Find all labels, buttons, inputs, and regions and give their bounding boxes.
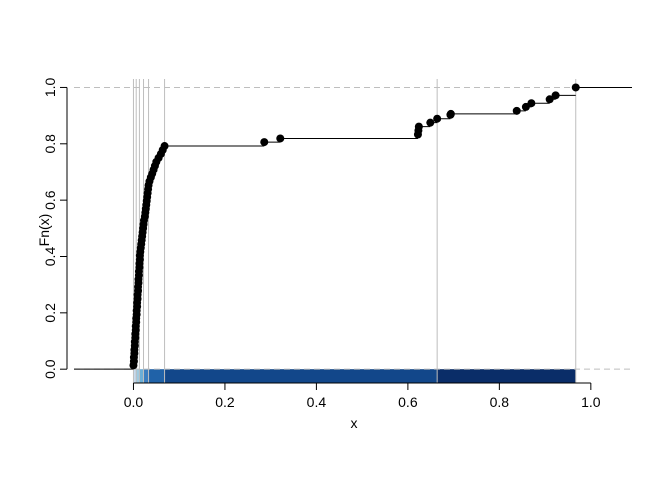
y-tick-label-4: 0.8 <box>42 134 58 154</box>
ecdf-point-66 <box>512 106 521 115</box>
vertical-reference-lines <box>132 79 577 383</box>
color-band-3 <box>143 369 149 383</box>
ecdf-point-62 <box>426 118 435 127</box>
ecdf-points <box>129 83 580 370</box>
ecdf-point-63 <box>433 114 442 123</box>
ecdf-step-function <box>74 86 632 370</box>
horizontal-reference-lines <box>74 86 632 370</box>
ecdf-point-57 <box>260 138 269 147</box>
y-tick-label-3: 0.6 <box>42 190 58 210</box>
color-band-2 <box>139 369 144 383</box>
color-band-5 <box>164 369 438 383</box>
x-tick-label-3: 0.6 <box>398 394 418 410</box>
color-band-1 <box>136 369 140 383</box>
x-tick-label-4: 0.8 <box>490 394 510 410</box>
ecdf-point-58 <box>276 134 285 143</box>
color-band-4 <box>148 369 165 383</box>
x-tick-label-1: 0.2 <box>215 394 235 410</box>
ecdf-point-69 <box>545 95 554 104</box>
color-band-0 <box>133 369 137 383</box>
x-tick-label-0: 0.0 <box>124 394 144 410</box>
ecdf-point-56 <box>160 142 169 151</box>
ecdf-point-61 <box>414 122 423 131</box>
y-tick-label-5: 1.0 <box>42 78 58 98</box>
color-band-strip <box>133 369 576 383</box>
y-tick-label-0: 0.0 <box>42 359 58 379</box>
color-band-6 <box>437 369 576 383</box>
ecdf-point-70 <box>551 91 560 100</box>
ecdf-point-71 <box>571 83 580 92</box>
x-axis-label: x <box>351 415 358 431</box>
x-tick-label-5: 1.0 <box>581 394 601 410</box>
y-axis-label: Fn(x) <box>36 214 52 247</box>
ecdf-point-65 <box>446 109 455 118</box>
x-tick-label-2: 0.4 <box>307 394 327 410</box>
axes: 0.0 0.2 0.4 0.6 0.8 1.0 0.0 0.2 0.4 0.6 0.8 1.0 <box>42 78 601 410</box>
step-line <box>74 86 632 370</box>
y-tick-label-1: 0.2 <box>42 303 58 323</box>
y-tick-label-2: 0.4 <box>42 247 58 267</box>
ecdf-point-68 <box>527 99 536 108</box>
